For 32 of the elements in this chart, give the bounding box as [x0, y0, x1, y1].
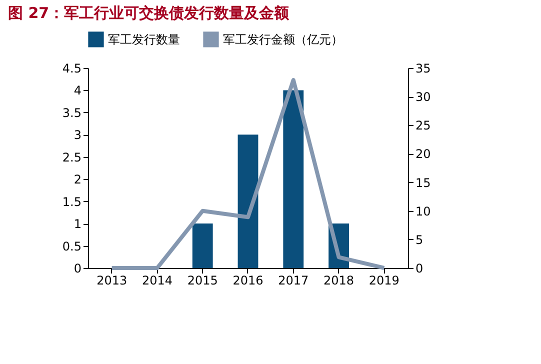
bar — [238, 134, 258, 268]
y-tick-label: 4.5 — [62, 62, 82, 76]
x-tick-label: 2014 — [142, 274, 172, 288]
y2-tick-label: 25 — [416, 118, 431, 133]
y-tick-label: 2 — [74, 172, 82, 187]
x-tick-label: 2015 — [187, 274, 218, 288]
y2-tick-label: 35 — [416, 62, 431, 76]
chart-title: 图 27：军工行业可交换债发行数量及金额 — [8, 4, 290, 22]
y2-tick-label: 15 — [416, 176, 431, 190]
y2-tick-label: 5 — [416, 232, 424, 247]
y-tick-label: 0 — [74, 262, 82, 276]
y2-tick-label: 0 — [416, 262, 424, 276]
x-tick-label: 2019 — [368, 274, 400, 288]
y2-tick-label: 10 — [416, 204, 431, 218]
y-tick-label: 0.5 — [62, 239, 82, 254]
x-tick-label: 2017 — [278, 274, 309, 288]
line-series — [110, 78, 386, 270]
y2-tick-label: 30 — [416, 90, 431, 104]
legend-label: 军工发行数量 — [108, 32, 180, 46]
y-tick-label: 4 — [74, 84, 82, 98]
y-tick-label: 1.5 — [62, 194, 82, 209]
legend-label: 军工发行金额（亿元） — [223, 32, 343, 46]
x-tick-label: 2013 — [96, 274, 128, 288]
bar — [192, 224, 213, 268]
y-tick-label: 2.5 — [62, 150, 82, 164]
y2-tick-label: 20 — [416, 147, 431, 162]
x-tick-label: 2018 — [324, 274, 354, 288]
y-tick-label: 1 — [74, 217, 82, 232]
bar — [283, 90, 304, 268]
x-tick-label: 2016 — [232, 274, 264, 288]
y-tick-label: 3.5 — [62, 106, 82, 120]
y-tick-label: 3 — [74, 128, 82, 142]
